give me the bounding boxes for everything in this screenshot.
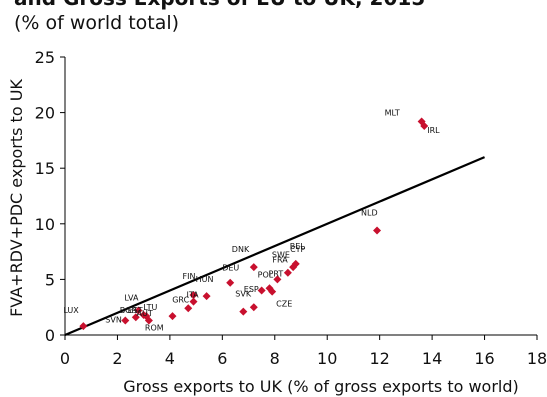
data-point-lva (134, 306, 143, 315)
x-axis-label: Gross exports to UK (% of gross exports … (123, 377, 519, 396)
data-point-bgr (131, 313, 140, 322)
y-axis-label: FVA+RDV+PDC exports to UK (7, 79, 26, 317)
x-tick-label: 6 (217, 349, 227, 368)
y-tick-label: 10 (35, 215, 55, 234)
point-label-esp: ESP (244, 285, 259, 294)
data-points (79, 117, 429, 331)
data-point-svk (239, 307, 248, 316)
point-label-svk: SVK (235, 290, 252, 299)
point-label-cze: CZE (276, 300, 292, 309)
data-point-irl (420, 121, 429, 130)
data-point-bel (291, 259, 300, 268)
chart-subtitle: (% of world total) (14, 12, 180, 34)
x-tick-label: 18 (527, 349, 547, 368)
trend-line-group (64, 156, 485, 337)
data-point-rom (144, 316, 153, 325)
data-point-grc (184, 304, 193, 313)
y-tick-label: 15 (35, 159, 55, 178)
point-label-aut: AUT (137, 309, 153, 318)
point-label-fra: FRA (272, 255, 288, 264)
x-tick-label: 14 (422, 349, 442, 368)
data-point-dnk (249, 263, 258, 272)
chart-title: and Gross Exports of EU to UK, 2015 (14, 0, 547, 10)
point-label-lux: LUX (63, 306, 79, 315)
axes: 0 2 4 6 8 10 12 14 16 18 0 5 10 15 20 25 (35, 48, 547, 368)
y-tick-label: 0 (45, 326, 55, 345)
point-label-irl: IRL (427, 126, 440, 135)
data-point-fra (273, 275, 282, 284)
data-point-fin (189, 290, 198, 299)
trend-line (64, 156, 485, 337)
point-label-bel: BEL (290, 242, 306, 251)
y-tick-label: 5 (45, 270, 55, 289)
point-label-pol: POL (258, 271, 274, 280)
data-point-aut (168, 312, 177, 321)
point-label-deu: DEU (222, 264, 239, 273)
point-label-grc: GRC (172, 295, 189, 304)
data-point-esp (249, 303, 258, 312)
point-label-ita: ITA (186, 291, 199, 300)
x-tick-label: 0 (60, 349, 70, 368)
point-label-bgr: BGR (120, 306, 138, 315)
y-tick-label: 20 (35, 104, 55, 123)
point-label-ltu: LTU (143, 303, 157, 312)
data-point-nld (373, 226, 382, 235)
data-point-svn (121, 316, 130, 325)
data-point-lux (79, 322, 88, 331)
point-label-fin: FIN (182, 272, 195, 281)
point-label-mlt: MLT (385, 108, 400, 117)
x-tick-label: 4 (165, 349, 175, 368)
point-label-lva: LVA (124, 294, 139, 303)
point-label-svn: SVN (105, 316, 122, 325)
point-label-swe: SWE (272, 251, 290, 260)
x-tick-label: 10 (317, 349, 337, 368)
point-label-prt: PRT (269, 269, 284, 278)
point-label-nld: NLD (361, 208, 378, 217)
x-tick-label: 12 (369, 349, 389, 368)
data-point-hun (202, 292, 211, 301)
data-point-ita (189, 297, 198, 306)
y-tick-label: 25 (35, 48, 55, 67)
point-label-hun: HUN (196, 275, 214, 284)
data-point-pol (257, 286, 266, 295)
point-label-rom: ROM (145, 324, 164, 333)
point-label-cyp: CYP (290, 245, 305, 254)
point-label-dnk: DNK (232, 245, 250, 254)
x-tick-label: 16 (474, 349, 494, 368)
point-label-est: EST (128, 306, 143, 315)
data-point-deu (226, 278, 235, 287)
x-tick-label: 8 (270, 349, 280, 368)
x-tick-label: 2 (112, 349, 122, 368)
data-point-cze (268, 287, 277, 296)
data-point-swe (283, 268, 292, 277)
